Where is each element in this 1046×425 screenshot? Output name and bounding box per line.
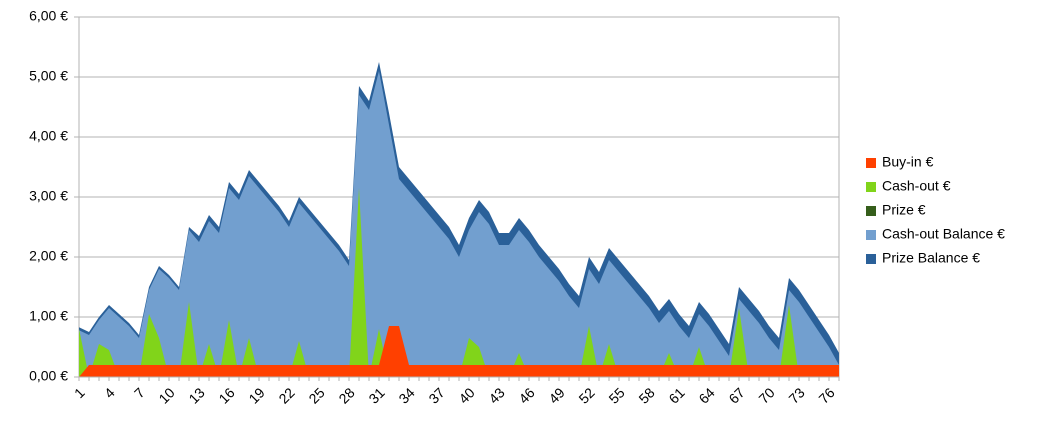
x-tick-label: 19 [245,384,267,406]
legend-label: Prize € [882,202,926,218]
x-tick-label: 16 [215,384,237,406]
x-tick-label: 61 [665,384,687,406]
x-tick-label: 25 [305,384,327,406]
x-tick-label: 28 [335,384,357,406]
legend-swatch [866,206,876,216]
legend-swatch [866,158,876,168]
x-tick-label: 37 [425,384,447,406]
y-tick-label: 3,00 € [29,188,68,204]
x-tick-label: 10 [155,384,177,406]
x-tick-label: 13 [185,384,207,406]
legend-swatch [866,254,876,264]
y-tick-label: 1,00 € [29,308,68,324]
area [79,71,839,377]
legend-label: Cash-out Balance € [882,226,1005,242]
legend-label: Prize Balance € [882,250,980,266]
x-tick-label: 34 [395,384,417,406]
x-tick-label: 52 [575,384,597,406]
legend-label: Cash-out € [882,178,951,194]
y-tick-label: 5,00 € [29,68,68,84]
legend-swatch [866,182,876,192]
area [79,188,839,377]
x-tick-label: 58 [635,384,657,406]
y-tick-label: 4,00 € [29,128,68,144]
legend-swatch [866,230,876,240]
x-tick-label: 76 [815,384,837,406]
y-tick-label: 0,00 € [29,368,68,384]
y-tick-label: 6,00 € [29,8,68,24]
y-tick-label: 2,00 € [29,248,68,264]
x-tick-label: 70 [755,384,777,406]
x-tick-label: 31 [365,384,387,406]
x-tick-label: 67 [725,384,747,406]
x-tick-label: 49 [545,384,567,406]
x-tick-label: 64 [695,384,717,406]
x-tick-label: 22 [275,384,297,406]
x-tick-label: 43 [485,384,507,406]
x-tick-label: 46 [515,384,537,406]
x-tick-label: 73 [785,384,807,406]
x-tick-label: 40 [455,384,477,406]
x-tick-label: 4 [101,384,118,401]
x-tick-label: 1 [71,384,88,401]
x-tick-label: 55 [605,384,627,406]
legend-label: Buy-in € [882,154,934,170]
x-tick-label: 7 [131,384,148,401]
area [79,326,839,377]
